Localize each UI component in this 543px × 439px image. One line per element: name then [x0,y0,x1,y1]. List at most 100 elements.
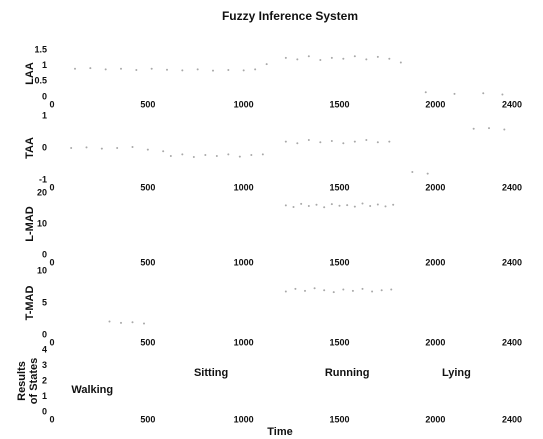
x-tick-label: 1500 [329,182,349,192]
point [361,202,364,205]
point [388,140,391,143]
x-tick-label: 2000 [425,257,445,267]
point [472,127,475,130]
point [70,147,73,149]
point [365,139,368,141]
point [131,321,134,324]
x-tick-label: 500 [140,414,155,424]
point [227,153,230,156]
point [482,92,485,95]
point [284,290,287,293]
point [265,63,268,66]
x-tick-label: 2000 [425,337,445,347]
y-tick-label: 0 [42,249,47,259]
y-tick-label: 1.5 [34,44,47,54]
point [376,141,379,144]
y-tick-label: 3 [42,360,47,370]
x-tick-label: 1500 [329,337,349,347]
point [307,139,310,141]
x-tick-label: 0 [49,182,54,192]
y-axis-label: of States [28,358,40,404]
y-tick-label: -1 [39,174,47,184]
point [307,205,310,208]
point [365,58,368,61]
y-tick-label: 0 [42,329,47,339]
state-label: Sitting [194,367,228,379]
point [313,287,316,290]
point [390,288,393,291]
point [254,68,257,71]
x-tick-label: 1500 [329,257,349,267]
point [196,68,199,71]
point [212,69,214,72]
point [323,206,326,209]
point [342,142,345,145]
point [503,128,506,131]
point [261,153,264,156]
point [135,69,138,72]
x-tick-label: 1500 [329,414,349,424]
point [108,320,111,323]
point [284,204,287,207]
x-axis-label: Time [267,426,292,438]
state-label: Lying [442,367,471,379]
point [100,147,103,150]
point [342,57,345,60]
x-tick-label: 1500 [329,99,349,109]
point [169,155,172,157]
point [392,203,395,206]
y-axis-label: L-MAD [24,206,36,241]
y-tick-label: 0.5 [34,76,47,86]
point [411,171,414,173]
point [399,61,402,64]
y-tick-label: 10 [37,218,47,228]
point [162,150,165,153]
point [330,139,333,142]
point [204,154,207,157]
y-tick-label: 0 [42,91,47,101]
x-tick-label: 500 [140,257,155,267]
point [351,289,354,292]
x-tick-label: 2400 [502,337,522,347]
x-tick-label: 2000 [425,182,445,192]
point [376,55,379,58]
point [380,289,383,292]
point [250,154,253,157]
y-tick-label: 5 [42,297,47,307]
point [296,142,299,145]
point [192,155,195,158]
x-tick-label: 2400 [502,414,522,424]
point [307,55,310,58]
y-tick-label: 1 [42,391,47,401]
x-tick-label: 1000 [234,337,254,347]
x-tick-label: 1000 [234,182,254,192]
point [227,69,230,72]
figure-title: Fuzzy Inference System [222,9,358,23]
point [215,155,218,157]
point [323,289,326,292]
x-tick-label: 500 [140,182,155,192]
point [131,146,134,149]
point [501,93,504,96]
state-label: Walking [71,384,113,396]
x-tick-label: 2400 [502,99,522,109]
y-tick-label: 2 [42,375,47,385]
point [242,69,245,72]
point [284,140,287,143]
y-tick-label: 10 [37,265,47,275]
point [376,203,379,206]
x-tick-label: 500 [140,99,155,109]
point [332,291,335,294]
point [426,172,429,175]
point [319,141,322,144]
point [85,146,88,149]
point [300,202,303,205]
point [361,287,364,290]
y-axis-label: Results [16,361,28,401]
x-tick-label: 0 [49,414,54,424]
point [369,205,372,208]
point [424,91,427,94]
x-tick-label: 2400 [502,257,522,267]
point [319,59,322,62]
